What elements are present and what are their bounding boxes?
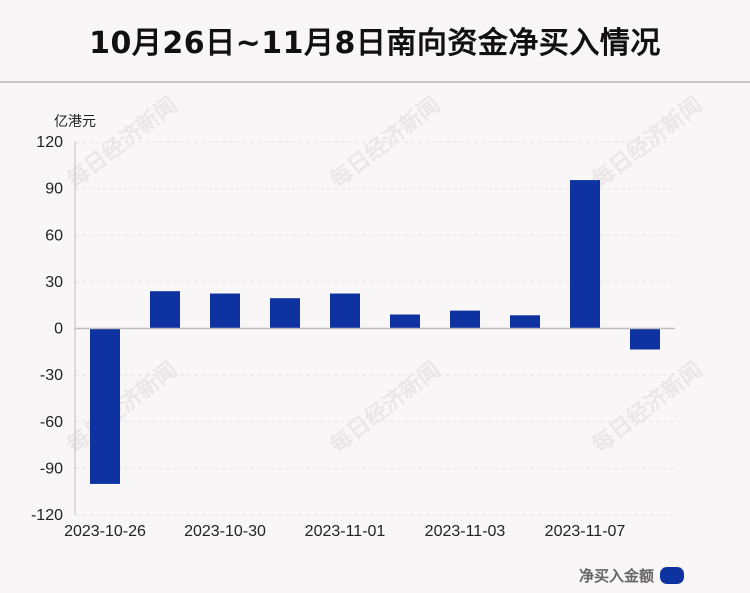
- x-tick-label: 2023-11-07: [545, 523, 626, 540]
- bar: [510, 315, 540, 329]
- x-tick-label: 2023-10-30: [184, 523, 266, 540]
- bar: [630, 328, 660, 350]
- y-tick-label: -30: [40, 367, 63, 384]
- y-tick-label: -90: [40, 460, 63, 477]
- bar: [210, 293, 240, 329]
- bar: [270, 298, 300, 329]
- y-tick-label: 120: [36, 134, 63, 151]
- y-tick-label: 60: [45, 227, 63, 244]
- x-tick-label: 2023-11-03: [425, 523, 506, 540]
- bar: [330, 293, 360, 329]
- y-tick-label: 30: [45, 274, 63, 291]
- chart-title: 10月26日~11月8日南向资金净买入情况: [89, 26, 661, 61]
- bar: [150, 291, 180, 329]
- legend-label: 净买入金额: [578, 567, 654, 585]
- y-tick-label: -60: [40, 414, 63, 431]
- bar: [90, 328, 120, 484]
- y-tick-label: 0: [54, 321, 63, 338]
- x-tick-label: 2023-11-01: [305, 523, 386, 540]
- bar: [390, 314, 420, 329]
- bar: [450, 310, 480, 329]
- y-axis-label: 亿港元: [54, 114, 96, 130]
- legend: 净买入金额: [579, 565, 684, 586]
- legend-swatch: [660, 567, 684, 584]
- x-tick-label: 2023-10-26: [64, 523, 146, 540]
- y-tick-label: -120: [31, 507, 63, 524]
- bar: [570, 180, 600, 329]
- y-tick-label: 90: [45, 181, 63, 198]
- title-divider: [0, 81, 750, 83]
